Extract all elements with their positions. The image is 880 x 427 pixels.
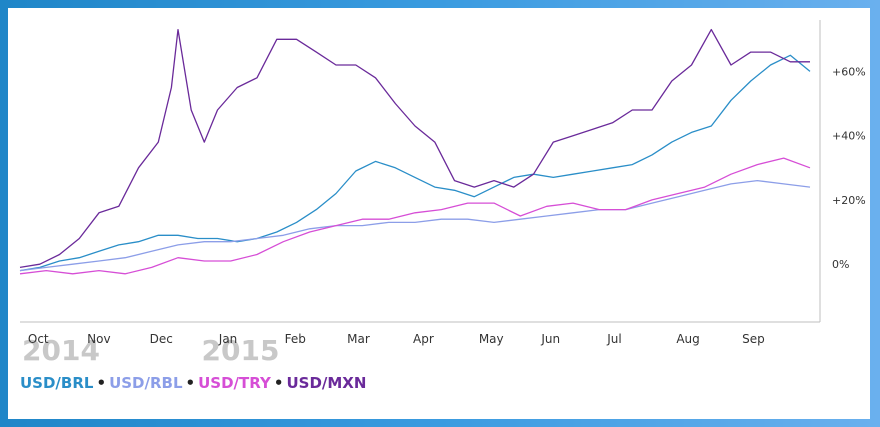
chart-panel: 2014 2015 Oct Nov Dec Jan Feb Mar Apr May Jun Jul Au… xyxy=(8,8,870,419)
legend-separator: • xyxy=(273,374,284,392)
legend-entry: USD/RBL xyxy=(109,374,183,392)
series-line-usd-mxn xyxy=(19,28,810,269)
line-chart: 2014 2015 Oct Nov Dec Jan Feb Mar Apr May Jun Jul Au… xyxy=(19,20,866,367)
series-line-usd-brl xyxy=(19,54,811,272)
x-tick-label: Apr xyxy=(413,332,434,346)
y-tick-label: +20% xyxy=(832,194,866,207)
series-line-usd-rbl xyxy=(19,179,811,272)
x-tick-label: Feb xyxy=(285,332,306,346)
x-tick-label: Sep xyxy=(742,332,765,346)
x-tick-label: Jan xyxy=(218,332,238,346)
x-tick-label: Aug xyxy=(676,332,699,346)
x-tick-label: Oct xyxy=(28,332,49,346)
x-tick-label: Dec xyxy=(150,332,173,346)
legend-entry: USD/MXN xyxy=(286,374,367,392)
year-label-2015: 2015 xyxy=(202,334,280,367)
legend-entry: USD/BRL xyxy=(20,374,94,392)
legend-separator: • xyxy=(96,374,107,392)
x-tick-label: Nov xyxy=(87,332,110,346)
legend: USD/BRL • USD/RBL • USD/TRY • USD/MXN xyxy=(20,374,366,392)
y-tick-label: +60% xyxy=(832,65,866,78)
x-tick-label: Jul xyxy=(606,332,621,346)
legend-entry: USD/TRY xyxy=(198,374,271,392)
y-tick-label: 0% xyxy=(832,258,849,271)
y-tick-label: +40% xyxy=(832,130,866,143)
x-tick-label: May xyxy=(479,332,504,346)
year-label-2014: 2014 xyxy=(22,334,100,367)
legend-separator: • xyxy=(185,374,196,392)
series-line-usd-try xyxy=(19,157,811,275)
x-tick-label: Jun xyxy=(540,332,560,346)
x-tick-label: Mar xyxy=(347,332,370,346)
